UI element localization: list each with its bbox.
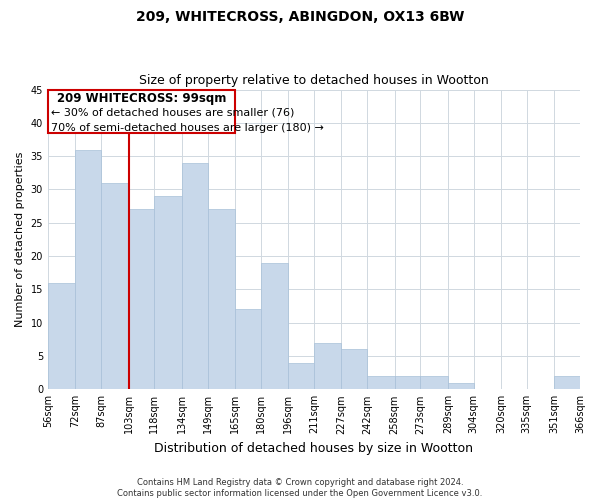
Bar [48, 282, 76, 390]
Text: 209, WHITECROSS, ABINGDON, OX13 6BW: 209, WHITECROSS, ABINGDON, OX13 6BW [136, 10, 464, 24]
Bar [554, 376, 580, 390]
Bar [421, 376, 448, 390]
Bar [235, 310, 261, 390]
Text: 209 WHITECROSS: 99sqm: 209 WHITECROSS: 99sqm [57, 92, 226, 105]
Text: ← 30% of detached houses are smaller (76): ← 30% of detached houses are smaller (76… [52, 108, 295, 118]
FancyBboxPatch shape [48, 90, 235, 133]
Bar [208, 210, 235, 390]
Bar [76, 150, 101, 390]
Bar [128, 210, 154, 390]
Bar [367, 376, 395, 390]
Title: Size of property relative to detached houses in Wootton: Size of property relative to detached ho… [139, 74, 489, 87]
Bar [341, 350, 367, 390]
Bar [288, 362, 314, 390]
Bar [182, 163, 208, 390]
Bar [261, 262, 288, 390]
Bar [101, 183, 128, 390]
Text: 70% of semi-detached houses are larger (180) →: 70% of semi-detached houses are larger (… [52, 123, 324, 133]
Bar [448, 382, 473, 390]
Y-axis label: Number of detached properties: Number of detached properties [15, 152, 25, 327]
Bar [154, 196, 182, 390]
Text: Contains HM Land Registry data © Crown copyright and database right 2024.
Contai: Contains HM Land Registry data © Crown c… [118, 478, 482, 498]
Bar [395, 376, 421, 390]
Bar [314, 342, 341, 390]
X-axis label: Distribution of detached houses by size in Wootton: Distribution of detached houses by size … [154, 442, 473, 455]
